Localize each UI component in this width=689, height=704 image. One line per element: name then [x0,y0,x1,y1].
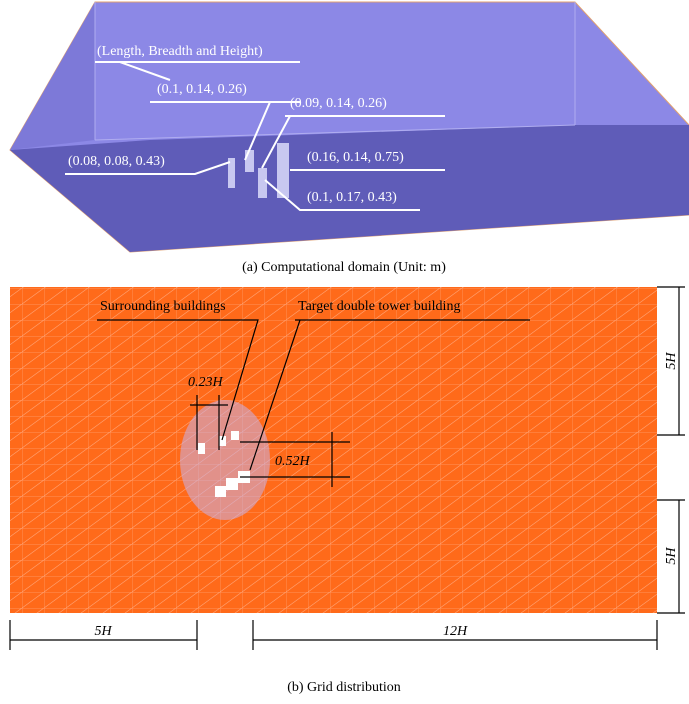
annotation: (Length, Breadth and Height) [97,44,263,59]
refined-zone [180,400,270,520]
dimension: 12H [443,624,468,639]
dimension: 0.52H [275,454,311,469]
dimension: 0.23H [188,375,224,390]
domain-box [10,2,689,252]
annotation: (0.1, 0.14, 0.26) [157,82,247,97]
annotation: (0.16, 0.14, 0.75) [307,150,404,165]
annotation: (0.1, 0.17, 0.43) [307,190,397,205]
annotation: (0.08, 0.08, 0.43) [68,154,165,169]
dimension: 5H [664,547,679,565]
label: Surrounding buildings [100,299,226,314]
caption: (b) Grid distribution [287,680,401,695]
mesh [10,287,657,613]
label: Target double tower building [298,299,460,314]
annotation: (0.09, 0.14, 0.26) [290,96,387,111]
caption: (a) Computational domain (Unit: m) [242,260,446,275]
dimension: 5H [664,352,679,370]
figure: (Length, Breadth and Height) (0.1, 0.14,… [0,0,689,704]
dimension: 5H [94,624,112,639]
